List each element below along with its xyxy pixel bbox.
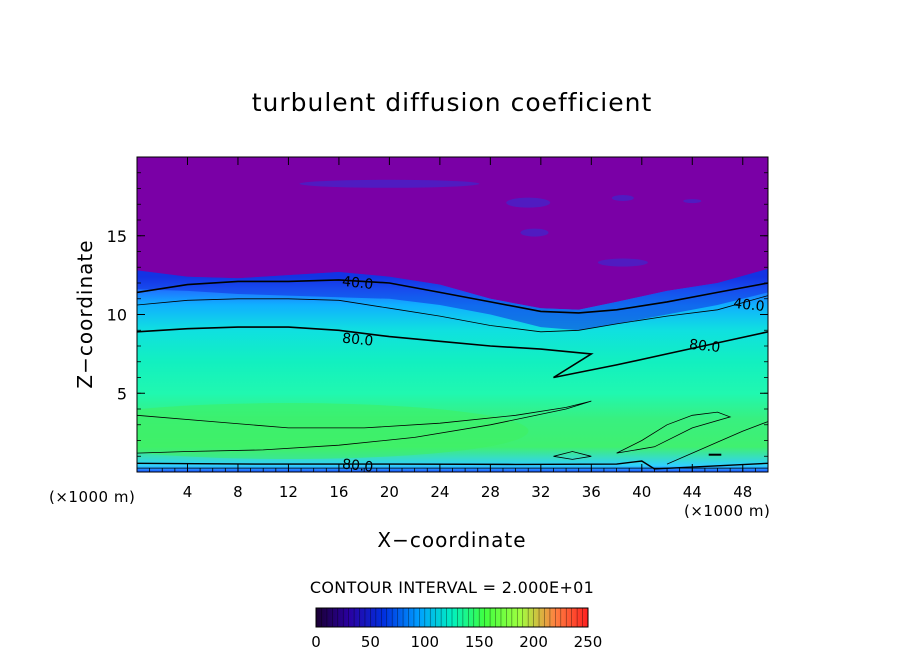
colorbar-tick-label: 100 [410,633,439,651]
y-axis: 5 10 15 [107,156,768,473]
x-tick-label: 32 [531,483,550,501]
low-region [137,157,768,310]
contour-40 [137,279,768,314]
feature-1 [299,179,480,188]
band-region [137,268,768,331]
contour-label-2: 40.0 [733,296,766,315]
x-tick-label: 4 [183,483,193,501]
y-unit-label: (×1000 m) [49,488,135,506]
chart-title: turbulent diffusion coefficient [252,88,653,117]
x-axis-label: X−coordinate [377,528,526,552]
feature-6 [597,258,648,267]
contour-80-bottom [137,460,768,470]
colorbar-tick-label: 200 [519,633,548,651]
contour-label-4: 80.0 [688,337,721,356]
contour-120 [616,411,732,454]
feature-2 [506,197,551,208]
x-tick-label: 8 [233,483,243,501]
x-tick-label: 28 [481,483,500,501]
x-tick-label: 16 [329,483,348,501]
peak-region [137,403,529,460]
contour-100 [137,400,592,454]
contour-interval-label: CONTOUR INTERVAL = 2.000E+01 [310,578,594,597]
contour-label-1: 40.0 [341,274,374,293]
contour-140 [666,421,768,465]
y-tick-label: 5 [117,384,127,403]
contour-label-3: 80.0 [341,331,374,350]
x-tick-label: 40 [632,483,651,501]
contour-80 [137,326,768,379]
y-tick-label: 15 [107,227,127,246]
contour-patch [553,451,592,460]
contour-label-5: 80.0 [341,457,374,476]
feature-4 [611,194,634,201]
x-tick-label: 44 [683,483,702,501]
feature-3 [520,228,549,237]
colorbar-tick-label: 50 [361,633,380,651]
colorbar-tick-label: 0 [311,633,321,651]
x-tick-label: 36 [582,483,601,501]
y-tick-label: 10 [107,306,127,325]
colorbar-stripes [315,608,589,627]
plot-area: 40.0 40.0 80.0 80.0 80.0 [137,157,768,476]
colorbar-tick-label: 150 [465,633,494,651]
colorbar-ticks: 0 50 100 150 200 250 [311,633,602,651]
colorbar-tick-label: 250 [574,633,603,651]
contour-60 [137,295,768,333]
y-axis-label: Z−coordinate [73,239,97,388]
x-tick-label: 48 [733,483,752,501]
x-tick-label: 12 [279,483,298,501]
x-axis: 4 8 12 16 20 24 28 32 36 40 44 48 [136,157,769,501]
x-tick-label: 24 [430,483,449,501]
feature-5 [683,199,702,204]
x-unit-label: (×1000 m) [684,502,770,520]
x-tick-label: 20 [380,483,399,501]
